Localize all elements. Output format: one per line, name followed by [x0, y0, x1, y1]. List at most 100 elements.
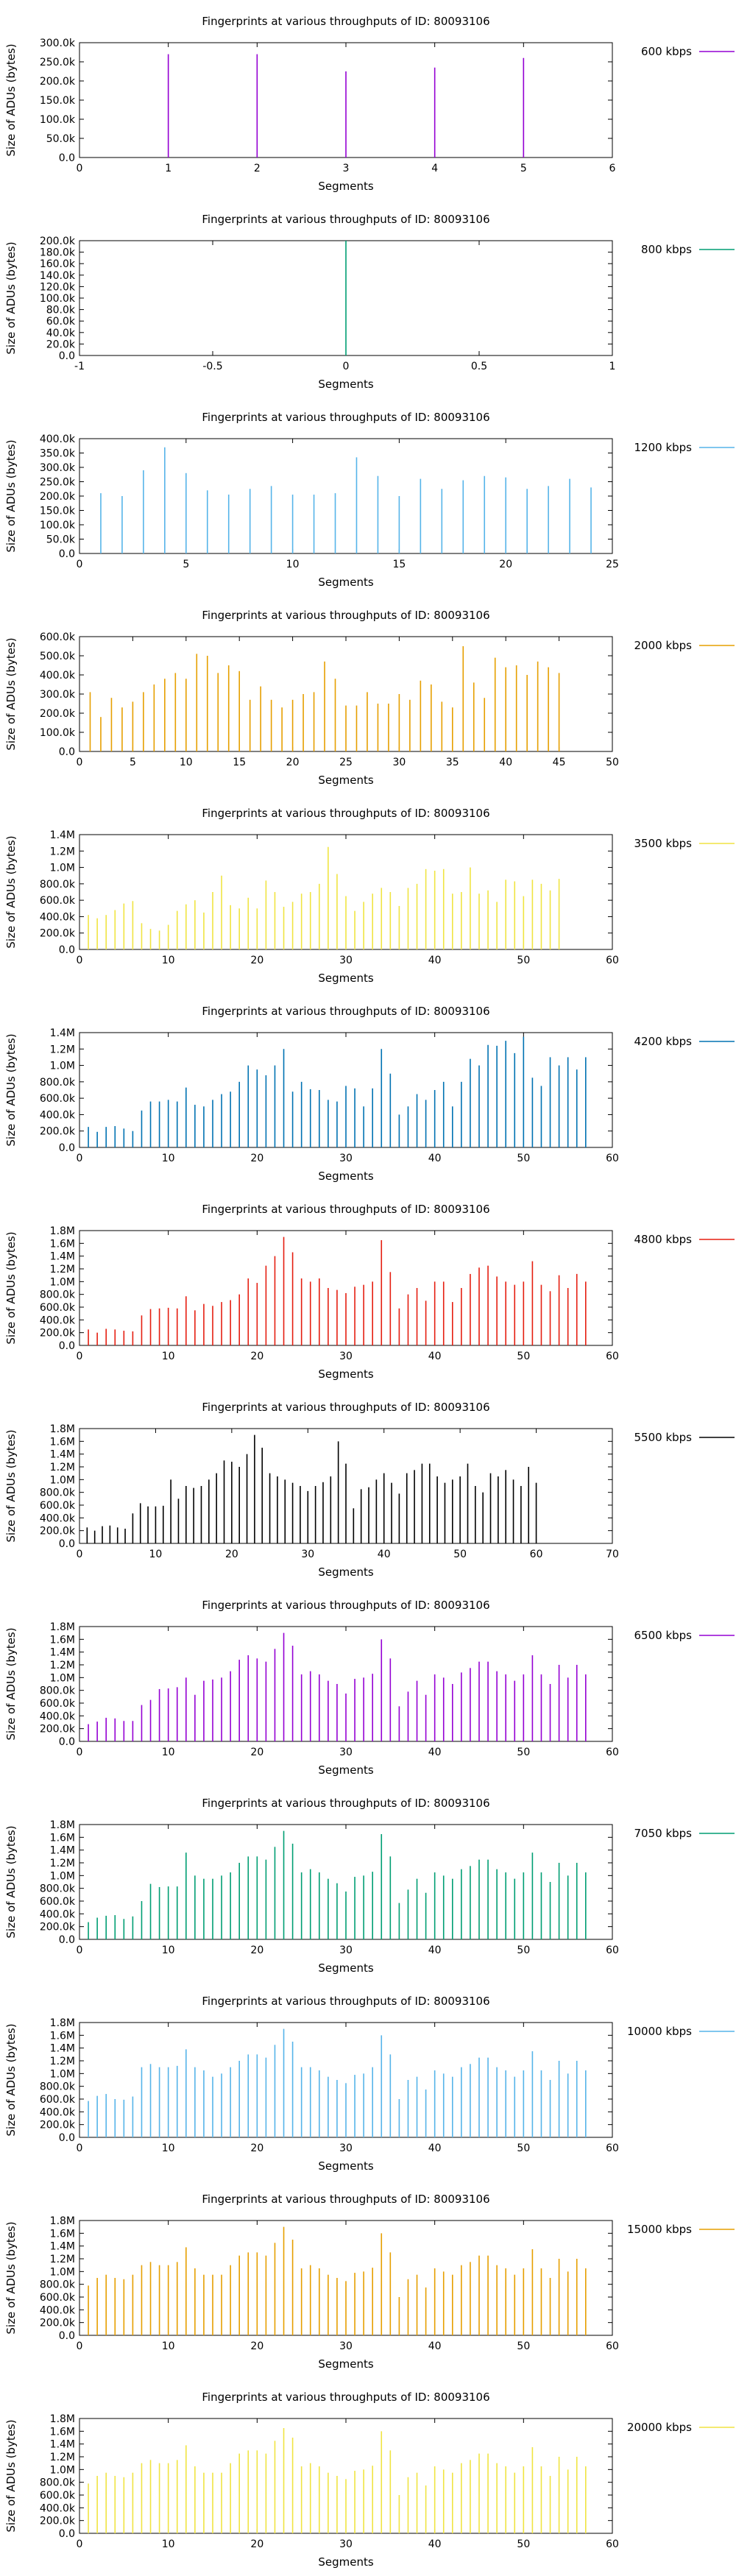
chart-svg: Fingerprints at various throughputs of I…	[4, 1599, 735, 1777]
data-series	[89, 646, 560, 751]
y-tick-label: 0.0	[59, 944, 75, 956]
x-tick-label: 5	[520, 163, 527, 174]
y-tick-label: 1.2M	[50, 1462, 75, 1473]
y-tick-label: 800.0k	[40, 2081, 76, 2093]
x-tick-label: 15	[233, 757, 246, 768]
x-tick-label: 10	[162, 1351, 175, 1362]
y-tick-label: 200.0k	[40, 1724, 76, 1735]
x-tick-label: 0	[343, 361, 350, 372]
x-axis-label: Segments	[318, 2159, 374, 2173]
y-tick-label: 50.0k	[46, 534, 76, 546]
x-tick-label: 70	[606, 1549, 619, 1560]
chart-panel: Fingerprints at various throughputs of I…	[0, 396, 736, 594]
y-tick-label: 600.0k	[40, 1698, 76, 1710]
y-tick-label: 400.0k	[40, 2106, 76, 2118]
y-tick-label: 800.0k	[40, 1289, 76, 1301]
legend-label: 4800 kbps	[634, 1233, 693, 1246]
x-tick-label: 5	[130, 757, 136, 768]
chart-svg: Fingerprints at various throughputs of I…	[4, 2391, 735, 2569]
y-tick-label: 80.0k	[46, 305, 76, 316]
data-series	[88, 2028, 587, 2137]
x-tick-label: 20	[250, 2142, 263, 2154]
y-tick-label: 0.0	[59, 1538, 75, 1550]
chart-panel: Fingerprints at various throughputs of I…	[0, 1584, 736, 1782]
y-tick-label: 1.4M	[50, 829, 75, 841]
x-tick-label: 0	[77, 2340, 83, 2352]
x-tick-label: 0	[77, 955, 83, 966]
chart-title: Fingerprints at various throughputs of I…	[202, 1599, 489, 1612]
y-tick-label: 800.0k	[40, 2477, 76, 2489]
x-tick-label: 20	[250, 2538, 263, 2550]
y-tick-label: 1.6M	[50, 1238, 75, 1250]
y-tick-label: 1.4M	[50, 1449, 75, 1461]
x-tick-label: 60	[606, 955, 619, 966]
x-tick-label: 4	[431, 163, 438, 174]
x-tick-label: 60	[606, 1945, 619, 1956]
x-tick-label: 0	[77, 1351, 83, 1362]
legend-label: 1200 kbps	[634, 441, 693, 454]
y-tick-label: 1.8M	[50, 1819, 75, 1831]
x-tick-label: 10	[180, 757, 193, 768]
x-axis-label: Segments	[318, 1170, 374, 1183]
chart-panel: Fingerprints at various throughputs of I…	[0, 594, 736, 792]
y-tick-label: 0.0	[59, 1736, 75, 1748]
y-tick-label: 600.0k	[40, 2292, 76, 2304]
x-tick-label: 20	[225, 1549, 238, 1560]
chart-svg: Fingerprints at various throughputs of I…	[4, 609, 735, 787]
y-tick-label: 100.0k	[40, 293, 76, 305]
y-tick-label: 500.0k	[40, 651, 76, 662]
x-tick-label: 60	[606, 2142, 619, 2154]
x-tick-label: 60	[606, 2340, 619, 2352]
chart-svg: Fingerprints at various throughputs of I…	[4, 15, 735, 193]
y-tick-label: 250.0k	[40, 477, 76, 489]
y-tick-label: 600.0k	[40, 2094, 76, 2106]
y-tick-label: 400.0k	[40, 911, 76, 923]
x-tick-label: 0	[77, 757, 83, 768]
y-axis-label: Size of ADUs (bytes)	[4, 2419, 18, 2532]
y-tick-label: 800.0k	[40, 1883, 76, 1895]
y-tick-label: 400.0k	[40, 434, 76, 445]
x-tick-label: 3	[343, 163, 350, 174]
x-tick-label: 0	[77, 1153, 83, 1164]
x-tick-label: 2	[254, 163, 261, 174]
legend-label: 3500 kbps	[634, 837, 693, 850]
y-tick-label: 600.0k	[40, 631, 76, 643]
x-axis-label: Segments	[318, 576, 374, 589]
chart-title: Fingerprints at various throughputs of I…	[202, 213, 489, 226]
y-axis-label: Size of ADUs (bytes)	[4, 1627, 18, 1740]
y-tick-label: 1.4M	[50, 1845, 75, 1857]
x-tick-label: 50	[517, 2142, 530, 2154]
chart-panel: Fingerprints at various throughputs of I…	[0, 198, 736, 396]
y-tick-label: 1.8M	[50, 1225, 75, 1237]
x-tick-label: 1	[609, 361, 616, 372]
x-tick-label: 30	[339, 2538, 353, 2550]
y-tick-label: 200.0k	[40, 708, 76, 720]
y-tick-label: 1.4M	[50, 1647, 75, 1659]
y-tick-label: 1.6M	[50, 1832, 75, 1844]
legend-label: 5500 kbps	[634, 1431, 693, 1444]
y-tick-label: 200.0k	[40, 1328, 76, 1340]
x-axis-label: Segments	[318, 1961, 374, 1975]
y-tick-label: 200.0k	[40, 1526, 76, 1538]
y-tick-label: 1.4M	[50, 1251, 75, 1263]
x-tick-label: 60	[606, 1351, 619, 1362]
y-tick-label: 50.0k	[46, 133, 76, 145]
y-tick-label: 800.0k	[40, 2279, 76, 2291]
y-tick-label: 800.0k	[40, 1077, 76, 1089]
legend-label: 6500 kbps	[634, 1629, 693, 1642]
chart-title: Fingerprints at various throughputs of I…	[202, 2193, 489, 2206]
x-tick-label: 50	[517, 1747, 530, 1758]
y-axis-label: Size of ADUs (bytes)	[4, 439, 18, 552]
y-tick-label: 1.2M	[50, 2056, 75, 2067]
y-tick-label: 200.0k	[40, 2318, 76, 2329]
x-axis-label: Segments	[318, 972, 374, 985]
y-tick-label: 180.0k	[40, 247, 76, 259]
y-axis-label: Size of ADUs (bytes)	[4, 2023, 18, 2136]
y-tick-label: 1.6M	[50, 2030, 75, 2042]
y-tick-label: 300.0k	[40, 689, 76, 701]
x-tick-label: 60	[606, 1153, 619, 1164]
x-tick-label: 10	[149, 1549, 163, 1560]
x-axis-label: Segments	[318, 2555, 374, 2569]
y-tick-label: 350.0k	[40, 448, 76, 460]
y-tick-label: 400.0k	[40, 1109, 76, 1121]
